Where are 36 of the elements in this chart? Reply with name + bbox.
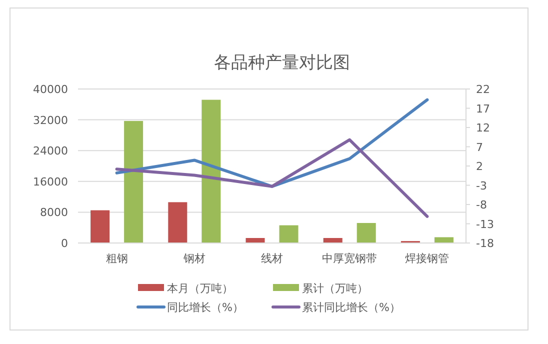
y2-tick-label: -8 [476,198,487,212]
y2-tick-label: 17 [476,102,490,116]
y2-tick-label: -13 [476,218,494,231]
line-series [115,98,429,188]
y2-tick-label: -3 [476,179,487,192]
y2-tick-label: 22 [476,83,490,96]
line-series [115,138,429,218]
chart-title: 各品种产量对比图 [214,53,350,73]
y2-tick-label: -18 [476,237,494,250]
y-tick-label: 8000 [40,206,68,220]
bar [323,238,342,243]
legend-label: 累计同比增长（%） [302,301,400,314]
x-tick-label: 钢材 [182,252,206,265]
bar [279,225,298,243]
x-tick-label: 粗钢 [106,252,128,265]
y2-tick-label: 12 [476,122,490,134]
bar [202,100,221,243]
y2-tick-label: 2 [476,160,483,173]
legend-label: 累计（万吨） [302,282,368,295]
bar [356,222,376,243]
x-tick-label: 线材 [261,252,283,265]
y-tick-label: 0 [61,237,68,250]
legend-label: 同比增长（%） [167,301,244,314]
bar [246,238,265,243]
y-tick-label: 16000 [33,175,68,188]
bar [124,120,144,243]
bar [434,237,454,243]
y-tick-label: 24000 [33,144,68,158]
y2-tick-label: 7 [476,140,483,154]
bar [168,202,188,243]
legend-label: 本月（万吨） [167,282,233,295]
y-tick-label: 32000 [33,114,68,127]
x-tick-label: 焊接钢管 [405,252,450,265]
y-tick-label: 40000 [33,83,68,96]
x-tick-label: 中厚宽钢带 [322,252,378,265]
bar [90,210,110,243]
